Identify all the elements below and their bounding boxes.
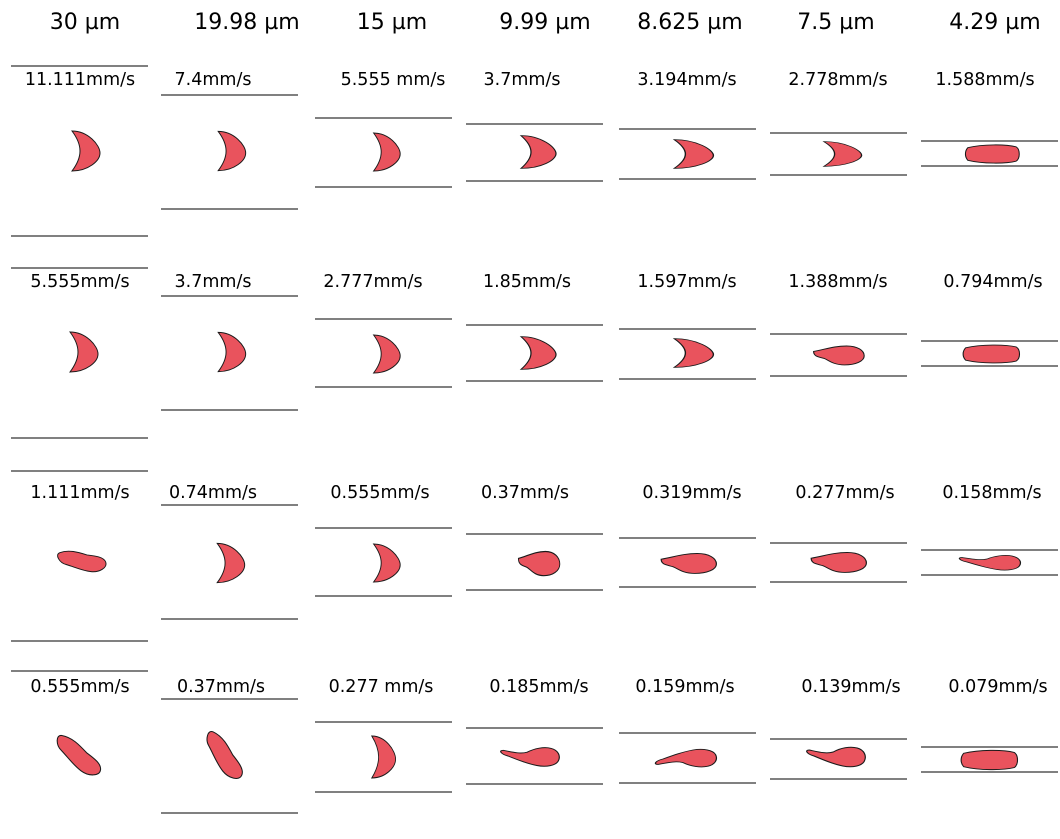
velocity-label: 3.7mm/s — [483, 70, 561, 90]
cell-shape — [216, 542, 246, 584]
cell-shape — [958, 554, 1022, 571]
velocity-label: 7.4mm/s — [174, 70, 252, 90]
velocity-label: 0.555mm/s — [330, 483, 430, 503]
cell-shape — [813, 345, 865, 366]
cell-shape — [654, 748, 718, 768]
velocity-label: 0.794mm/s — [943, 272, 1043, 292]
velocity-label: 0.277 mm/s — [328, 677, 434, 697]
velocity-label: 0.159mm/s — [635, 677, 735, 697]
channel-walls — [11, 65, 1058, 814]
cell-shape — [520, 335, 557, 371]
velocity-label: 0.079mm/s — [948, 677, 1048, 697]
cell-shape — [371, 735, 397, 779]
red-blood-cells — [51, 130, 1022, 782]
cell-shape — [810, 551, 868, 574]
cell-shape — [500, 747, 560, 767]
cell-shape — [373, 543, 401, 583]
cell-shape — [69, 331, 99, 373]
velocity-label: 3.7mm/s — [174, 272, 252, 292]
cell-shape — [520, 134, 557, 170]
velocity-label: 0.277mm/s — [795, 483, 895, 503]
cell-shape — [195, 729, 254, 782]
cell-shape — [71, 130, 101, 172]
cell-shape — [56, 538, 109, 583]
velocity-label: 1.597mm/s — [637, 272, 737, 292]
velocity-label: 0.319mm/s — [642, 483, 742, 503]
velocity-label: 0.37mm/s — [480, 483, 570, 503]
cell-shape — [373, 132, 401, 172]
velocity-label: 1.85mm/s — [482, 272, 572, 292]
velocity-label: 1.388mm/s — [788, 272, 888, 292]
velocity-label: 0.139mm/s — [801, 677, 901, 697]
cell-shape — [962, 344, 1021, 364]
cell-shape — [217, 331, 247, 373]
column-title: 19.98 µm — [194, 10, 300, 35]
column-title: 7.5 µm — [797, 10, 875, 35]
cell-shape — [964, 144, 1020, 164]
cell-shape — [517, 550, 561, 577]
velocity-label: 5.555 mm/s — [340, 70, 446, 90]
velocity-label: 2.778mm/s — [788, 70, 888, 90]
cell-shape — [373, 334, 401, 374]
cell-shape — [823, 140, 863, 168]
column-title: 15 µm — [356, 10, 428, 35]
column-title: 30 µm — [49, 10, 121, 35]
velocity-label: 2.777mm/s — [323, 272, 423, 292]
cell-shape — [660, 552, 718, 575]
cell-shape — [806, 746, 866, 768]
velocity-label: 0.158mm/s — [942, 483, 1042, 503]
column-title: 9.99 µm — [499, 10, 591, 35]
velocity-label: 1.588mm/s — [935, 70, 1035, 90]
velocity-label: 0.185mm/s — [489, 677, 589, 697]
velocity-label: 1.111mm/s — [30, 483, 130, 503]
cell-shape — [673, 337, 715, 369]
velocity-label: 0.37mm/s — [176, 677, 266, 697]
cell-shape — [960, 749, 1019, 771]
cell-shape — [217, 130, 247, 172]
column-title: 4.29 µm — [949, 10, 1041, 35]
cell-shape — [51, 734, 106, 777]
column-title: 8.625 µm — [637, 10, 743, 35]
velocity-label: 0.74mm/s — [168, 483, 258, 503]
velocity-label: 5.555mm/s — [30, 272, 130, 292]
velocity-label: 11.111mm/s — [24, 70, 136, 90]
cell-shape — [673, 138, 715, 170]
velocity-label: 0.555mm/s — [30, 677, 130, 697]
velocity-label: 3.194mm/s — [637, 70, 737, 90]
